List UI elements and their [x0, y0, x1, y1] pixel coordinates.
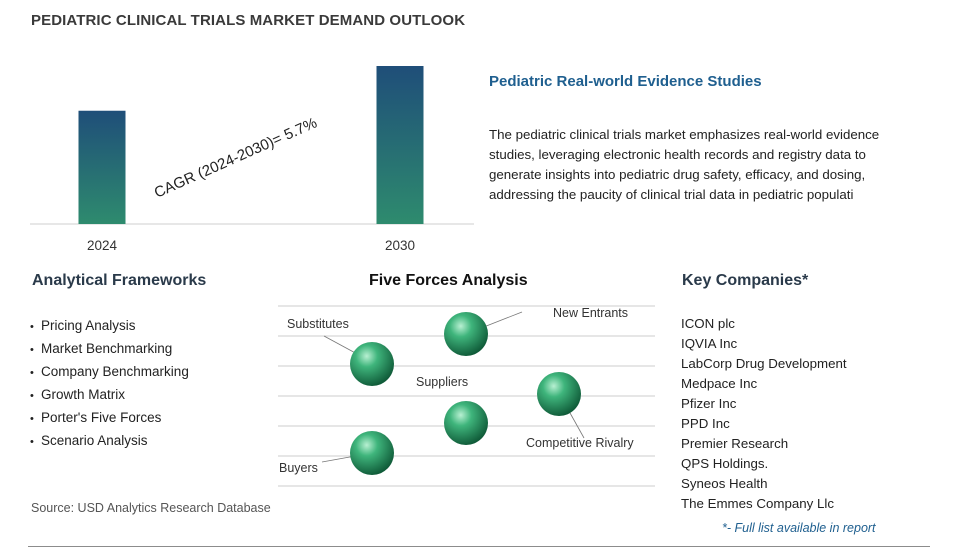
- bottom-divider: [28, 546, 930, 547]
- list-item: Syneos Health: [681, 476, 768, 491]
- substitutes-label: Substitutes: [287, 317, 349, 331]
- x-tick-label: 2030: [385, 238, 415, 253]
- list-item: IQVIA Inc: [681, 336, 738, 351]
- insight-line: The pediatric clinical trials market emp…: [489, 127, 880, 142]
- new-entrants-sphere-icon: [444, 312, 488, 356]
- buyers-label: Buyers: [279, 461, 318, 475]
- bar-2024: [78, 110, 126, 224]
- list-item: The Emmes Company Llc: [681, 496, 834, 511]
- insight-title: Pediatric Real-world Evidence Studies: [489, 73, 762, 90]
- list-item: Premier Research: [681, 436, 789, 451]
- x-tick-label: 2024: [87, 238, 118, 253]
- bullet-icon: •: [30, 413, 34, 425]
- insight-line: studies, leveraging electronic health re…: [489, 147, 866, 162]
- buyers-sphere-icon: [350, 431, 394, 475]
- bullet-icon: •: [30, 321, 34, 333]
- list-item: • Market Benchmarking: [30, 338, 189, 361]
- source-note: Source: USD Analytics Research Database: [31, 501, 271, 515]
- list-item: • Pricing Analysis: [30, 315, 189, 338]
- insight-text: The pediatric clinical trials market emp…: [489, 125, 909, 205]
- list-item: • Company Benchmarking: [30, 361, 189, 384]
- list-item: • Growth Matrix: [30, 384, 189, 407]
- list-item: ICON plc: [681, 316, 735, 331]
- bullet-icon: •: [30, 390, 34, 402]
- five-forces-title: Five Forces Analysis: [369, 272, 528, 289]
- list-item: PPD Inc: [681, 416, 730, 431]
- list-item: LabCorp Drug Development: [681, 356, 847, 371]
- list-item: • Scenario Analysis: [30, 430, 189, 453]
- bar-chart: 2024 2030 CAGR (2024-2030)= 5.7%: [30, 66, 474, 253]
- suppliers-label: Suppliers: [416, 375, 468, 389]
- bullet-icon: •: [30, 344, 34, 356]
- list-item: Pfizer Inc: [681, 396, 737, 411]
- companies-note: *- Full list available in report: [722, 521, 876, 535]
- bullet-icon: •: [30, 436, 34, 448]
- frameworks-title: Analytical Frameworks: [32, 272, 207, 289]
- bullet-icon: •: [30, 367, 34, 379]
- companies-title: Key Companies*: [682, 272, 809, 289]
- competitive-rivalry-label: Competitive Rivalry: [526, 436, 634, 450]
- insight-line: generate insights into pediatric drug sa…: [489, 167, 866, 182]
- insight-line: addressing the paucity of clinical trial…: [489, 187, 854, 202]
- suppliers-sphere-icon: [444, 401, 488, 445]
- list-item: • Porter's Five Forces: [30, 407, 189, 430]
- bar-2030: [376, 66, 424, 224]
- new-entrants-label: New Entrants: [553, 306, 628, 320]
- page-title: PEDIATRIC CLINICAL TRIALS MARKET DEMAND …: [31, 12, 466, 29]
- frameworks-list: • Pricing Analysis • Market Benchmarking •…: [30, 315, 189, 453]
- companies-list: ICON plc IQVIA Inc LabCorp Drug Developm…: [681, 314, 847, 514]
- list-item: Medpace Inc: [681, 376, 758, 391]
- competitive-rivalry-sphere-icon: [537, 372, 581, 416]
- list-item: QPS Holdings.: [681, 456, 769, 471]
- substitutes-sphere-icon: [350, 342, 394, 386]
